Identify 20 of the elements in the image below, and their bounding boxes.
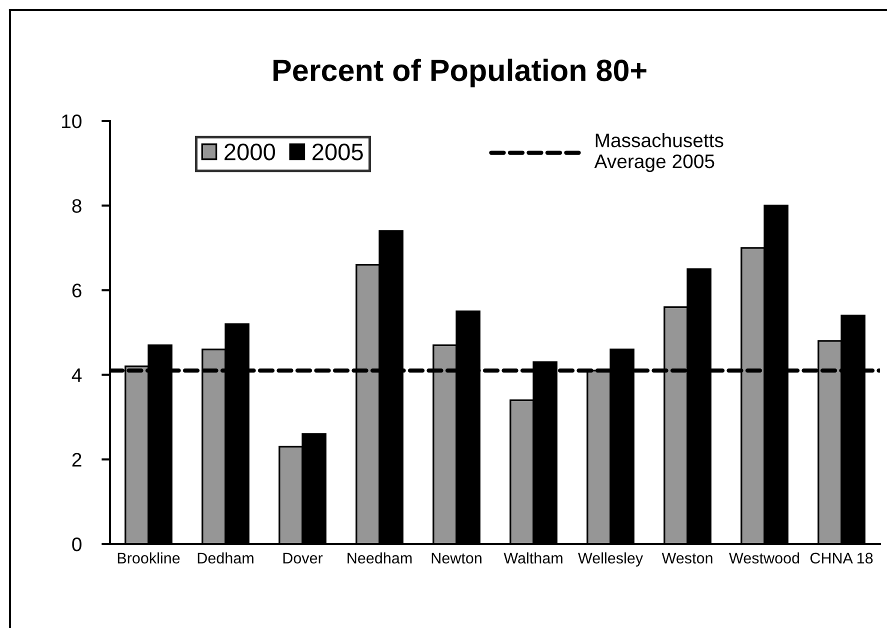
legend-label: Massachusetts Average 2005 <box>594 133 724 172</box>
y-tick-label: 10 <box>62 114 82 128</box>
x-tick-label: Newton <box>432 552 482 564</box>
y-tick-label: 0 <box>72 537 82 552</box>
chart-title: Percent of Population 80+ <box>274 58 646 88</box>
y-tick-label: 6 <box>72 284 82 298</box>
x-tick-label: Needham <box>348 552 412 564</box>
x-tick-label: Brookline <box>118 552 180 564</box>
x-tick-label: CHNA 18 <box>810 552 873 564</box>
legend-label: 2005 <box>312 144 363 160</box>
x-tick-label: Dedham <box>198 552 254 564</box>
y-tick-label: 2 <box>72 452 82 466</box>
x-tick-label: Westwood <box>729 552 800 564</box>
y-tick-label: 4 <box>72 368 82 382</box>
x-tick-label: Weston <box>662 552 712 564</box>
x-tick-label: Waltham <box>504 552 562 564</box>
y-tick-label: 8 <box>72 199 82 213</box>
x-tick-label: Dover <box>283 552 323 564</box>
x-tick-label: Wellesley <box>578 552 644 567</box>
legend-label: 2000 <box>224 144 275 160</box>
